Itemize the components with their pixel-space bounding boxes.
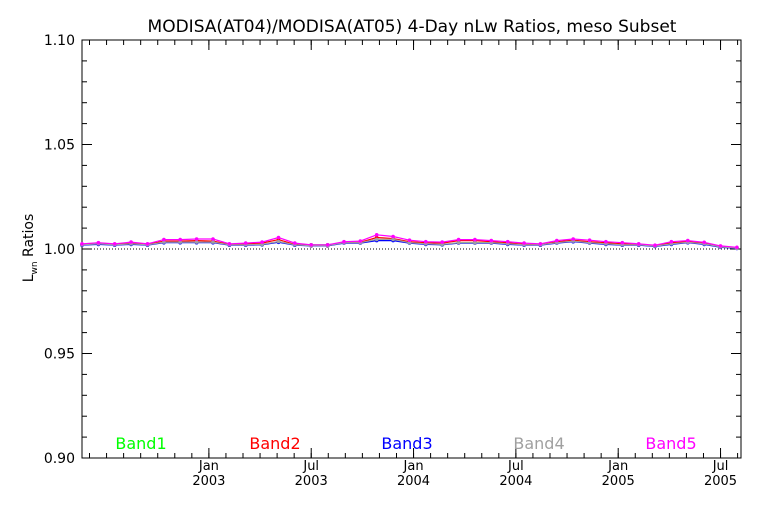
legend-entry-band1: Band1 [115,434,166,453]
band5-point [424,239,428,244]
band5-point [129,240,133,244]
x-tick-label-year: 2005 [704,474,737,489]
band5-point [505,239,510,244]
band5-point [522,241,526,245]
legend-entry-band4: Band4 [513,434,564,453]
y-axis-label-rest: Ratios [21,214,37,262]
band5-point [571,237,575,241]
band4-point [473,240,477,245]
x-tick-label-year: 2003 [295,474,328,489]
legend-entry-band5: Band5 [645,434,696,453]
x-tick-label-month: Jan [198,459,219,474]
band4-point [456,240,461,245]
band5-point [391,234,395,239]
band5-point [718,244,723,248]
band5-point [702,240,706,245]
band5-point [227,242,232,246]
x-tick-label-year: 2004 [499,474,532,489]
x-tick-label-month: Jul [712,459,729,474]
y-tick-label: 0.90 [44,451,75,467]
x-tick-label-month: Jul [507,459,524,474]
band5-point [309,243,314,247]
band5-point [211,237,215,241]
x-tick-label-month: Jan [607,459,628,474]
x-tick-label-year: 2003 [192,474,225,489]
plot-frame [81,39,742,459]
band5-point [604,239,608,244]
band5-point [473,237,477,242]
band5-point [325,243,330,247]
chart-title: MODISA(AT04)/MODISA(AT05) 4-Day nLw Rati… [148,17,677,37]
band4-point [391,237,395,242]
band4-point [162,240,166,244]
band5-point [587,238,592,242]
band5-point [80,242,84,246]
band5-point [293,241,297,245]
band5-point [342,239,346,244]
y-axis-ticks: 0.90 0.95 1.00 1.05 1.10 [44,33,741,467]
plot-border [81,39,742,459]
band5-point [96,240,101,245]
y-tick-label: 1.00 [44,242,75,258]
band5-point [374,233,379,237]
band4-point [211,240,215,244]
x-tick-label-year: 2005 [602,474,635,489]
y-tick-label: 0.95 [44,347,75,363]
band4-point [587,240,592,245]
band5-point [456,237,461,242]
band4-point [374,237,379,242]
band5-point [243,241,248,245]
legend-entry-band3: Band3 [381,434,432,453]
x-tick-label-month: Jul [302,459,319,474]
legend-entry-band2: Band2 [249,434,300,453]
band5-point [112,242,117,246]
band5-point [407,238,412,242]
y-axis-label: Lwn Ratios [21,214,40,283]
band5-point [555,238,559,243]
x-tick-label-month: Jan [403,459,424,474]
band5-point [669,239,674,244]
y-axis-label-main: L [21,274,37,282]
band5-point [260,240,264,244]
x-tick-label-year: 2004 [397,474,430,489]
band5-point [358,239,363,243]
x-axis-ticks: Jan2003Jul2003Jan2004Jul2004Jan2005Jul20… [89,40,739,489]
band5-point [735,245,739,250]
band5-point [489,238,494,243]
y-axis-label-subscript: wn [30,261,40,274]
band4-point [178,240,182,244]
band5-point [538,242,543,246]
band5-point [276,235,281,240]
band5-point [194,237,199,241]
band5-point [620,240,625,245]
band5-point [178,237,182,242]
y-tick-label: 1.05 [44,138,75,154]
legend: Band1 Band2 Band3 Band4 Band5 [115,434,696,453]
band4-point [407,240,412,245]
band5-point [653,243,657,247]
band4-point [194,240,199,244]
band5-point [145,242,150,246]
band5-point [636,242,641,246]
band5-point [686,238,690,243]
band5-point [162,237,166,242]
band4-point [276,239,281,244]
y-tick-label: 1.10 [44,33,75,49]
series-group [80,233,739,251]
band5-point [440,240,445,244]
